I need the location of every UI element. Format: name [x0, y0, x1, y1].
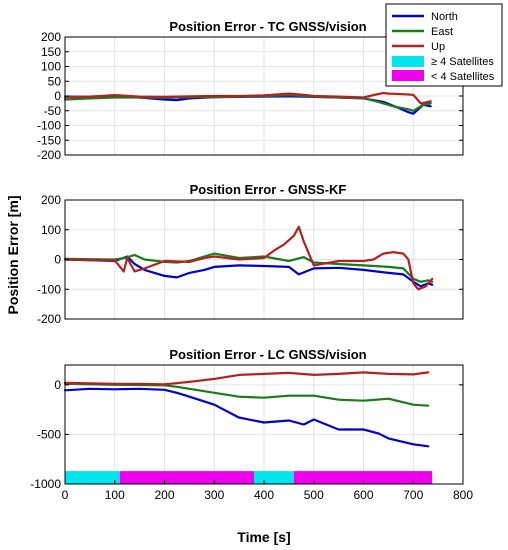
y-tick-label: -100	[37, 282, 61, 296]
legend-east-label: East	[431, 26, 453, 38]
y-tick-label: -50	[44, 104, 62, 118]
series-line-up	[63, 371, 430, 386]
x-tick-label: 800	[453, 488, 473, 502]
series-line-east	[63, 382, 430, 407]
series-line-east	[63, 252, 434, 283]
x-axis-label: Time [s]	[237, 529, 290, 545]
y-tick-label: 0	[54, 253, 61, 267]
x-tick-label: 600	[353, 488, 373, 502]
chart-panel-2: -200 -100 0 100 200 Position Error - GNSS-KF	[37, 182, 464, 326]
x-tick-label: 100	[105, 488, 125, 502]
y-tick-label: -500	[37, 427, 61, 441]
legend-lt4-label: < 4 Satellites	[431, 71, 495, 83]
y-tick-label: -1000	[30, 477, 61, 491]
y-tick-label: 0	[54, 378, 61, 392]
legend-up-label: Up	[431, 41, 445, 53]
x-tick-label: 700	[403, 488, 423, 502]
x-tick-label: 300	[204, 488, 224, 502]
y-tick-label: 200	[41, 193, 61, 207]
y-tick-label: 100	[41, 223, 61, 237]
satellite-band-lt4	[293, 471, 433, 484]
y-tick-label: -150	[37, 133, 61, 147]
chart-title: Position Error - LC GNSS/vision	[169, 347, 366, 362]
chart-panel-3: -1000 -500 0 0 100 200 300 400 500 600 700 800 Posit…	[30, 347, 473, 502]
x-tick-label: 400	[254, 488, 274, 502]
series-line-up	[63, 91, 432, 105]
y-tick-label: 50	[48, 74, 62, 88]
y-tick-label: -200	[37, 148, 61, 162]
series-line-north	[63, 255, 434, 288]
chart-title: Position Error - GNSS-KF	[190, 182, 347, 197]
y-tick-label: 0	[54, 89, 61, 103]
y-tick-label: 100	[41, 60, 61, 74]
series-line-up	[63, 225, 434, 291]
legend-ge4-swatch	[392, 56, 424, 67]
x-tick-label: 200	[154, 488, 174, 502]
satellite-band-ge4	[254, 471, 294, 484]
legend-ge4-label: ≥ 4 Satellites	[431, 56, 494, 68]
legend-north-label: North	[431, 11, 458, 23]
series-line-north	[63, 387, 430, 448]
x-tick-label: 500	[304, 488, 324, 502]
legend-lt4-swatch	[392, 70, 424, 81]
y-tick-label: 150	[41, 45, 61, 59]
y-tick-label: 200	[41, 30, 61, 44]
legend: North East Up ≥ 4 Satellites < 4 Satelli…	[385, 3, 503, 87]
satellite-band-lt4	[119, 471, 255, 484]
y-axis-label: Position Error [m]	[5, 195, 21, 314]
y-tick-label: -100	[37, 119, 61, 133]
satellite-band-ge4	[65, 471, 120, 484]
chart-title: Position Error - TC GNSS/vision	[169, 19, 366, 34]
x-tick-label: 0	[62, 488, 69, 502]
y-tick-label: -200	[37, 312, 61, 326]
